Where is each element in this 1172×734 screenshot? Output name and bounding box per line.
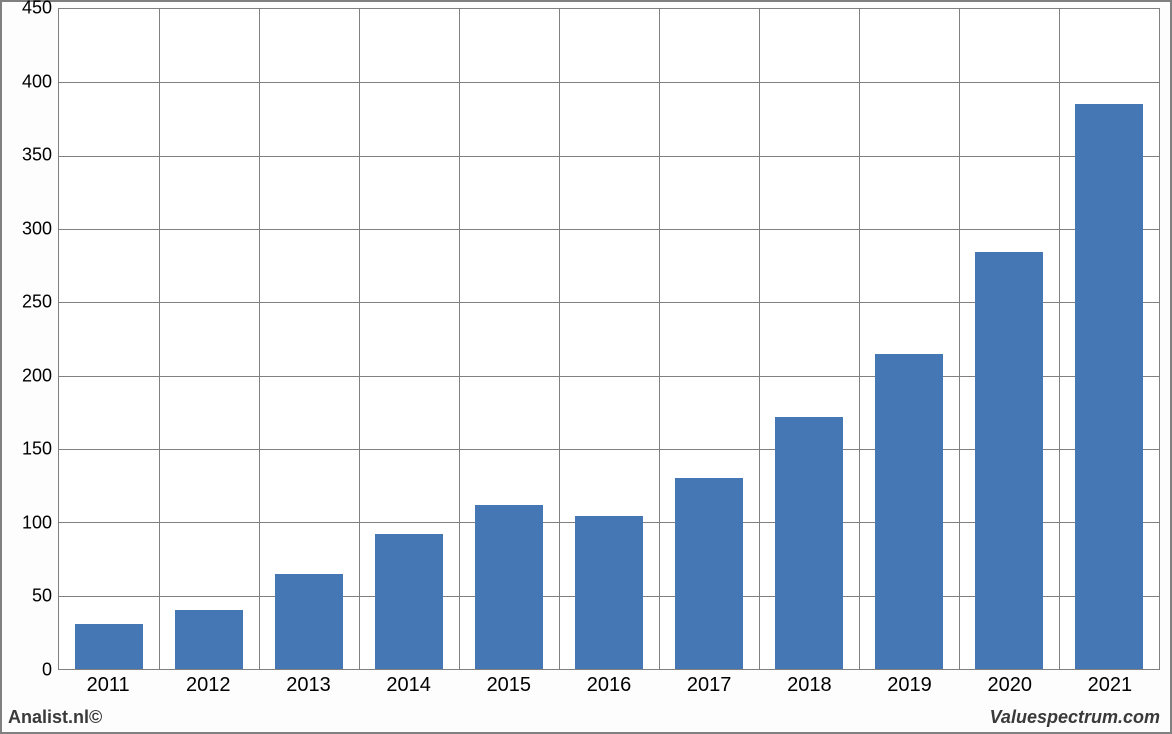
bar-slot [559, 9, 659, 669]
bar [375, 534, 443, 669]
bar [75, 624, 143, 669]
plot-wrap: 050100150200250300350400450 [12, 8, 1160, 670]
footer-left-credit: Analist.nl© [8, 707, 102, 728]
x-tick-label: 2019 [887, 674, 932, 697]
bar-slot [259, 9, 359, 669]
bar-slot [1059, 9, 1159, 669]
bar [975, 252, 1043, 669]
bar [875, 354, 943, 669]
x-tick-label: 2015 [487, 674, 532, 697]
chart-frame: 0 50 100 150 200 250 300 350 400 450 2011 2012 2013… [0, 0, 1172, 734]
y-tick-label: 250 [22, 292, 52, 313]
bar-slot [659, 9, 759, 669]
bar [175, 610, 243, 669]
y-tick-label: 200 [22, 365, 52, 386]
bar-slot [859, 9, 959, 669]
y-tick-label: 0 [42, 660, 52, 681]
y-tick-label: 150 [22, 439, 52, 460]
bar [1075, 104, 1143, 669]
x-tick-label: 2018 [787, 674, 832, 697]
bar-slot [159, 9, 259, 669]
y-tick-label: 300 [22, 218, 52, 239]
bar-slot [359, 9, 459, 669]
bar [675, 478, 743, 669]
y-tick-label: 100 [22, 512, 52, 533]
x-tick-label: 2020 [987, 674, 1032, 697]
bar [475, 505, 543, 669]
x-tick-label: 2014 [386, 674, 431, 697]
x-tick-label: 2017 [687, 674, 732, 697]
x-tick-label: 2011 [87, 674, 130, 697]
bar-slot [759, 9, 859, 669]
plot-area [58, 8, 1160, 670]
footer-right-credit: Valuespectrum.com [990, 707, 1160, 728]
y-tick-label: 400 [22, 71, 52, 92]
x-tick-label: 2012 [186, 674, 231, 697]
y-tick-label: 350 [22, 145, 52, 166]
bar [775, 417, 843, 669]
bar [575, 516, 643, 669]
bar [275, 574, 343, 669]
bar-slot [459, 9, 559, 669]
bar-slot [59, 9, 159, 669]
y-tick-label: 450 [22, 0, 52, 19]
y-tick-label: 50 [32, 586, 52, 607]
x-axis: 2011 2012 2013 2014 2015 2016 2017 2018 2019 2020… [58, 670, 1160, 704]
y-axis: 050100150200250300350400450 [12, 8, 58, 670]
bar-slot [959, 9, 1059, 669]
x-tick-label: 2021 [1088, 674, 1133, 697]
x-tick-label: 2016 [587, 674, 632, 697]
x-tick-label: 2013 [286, 674, 331, 697]
